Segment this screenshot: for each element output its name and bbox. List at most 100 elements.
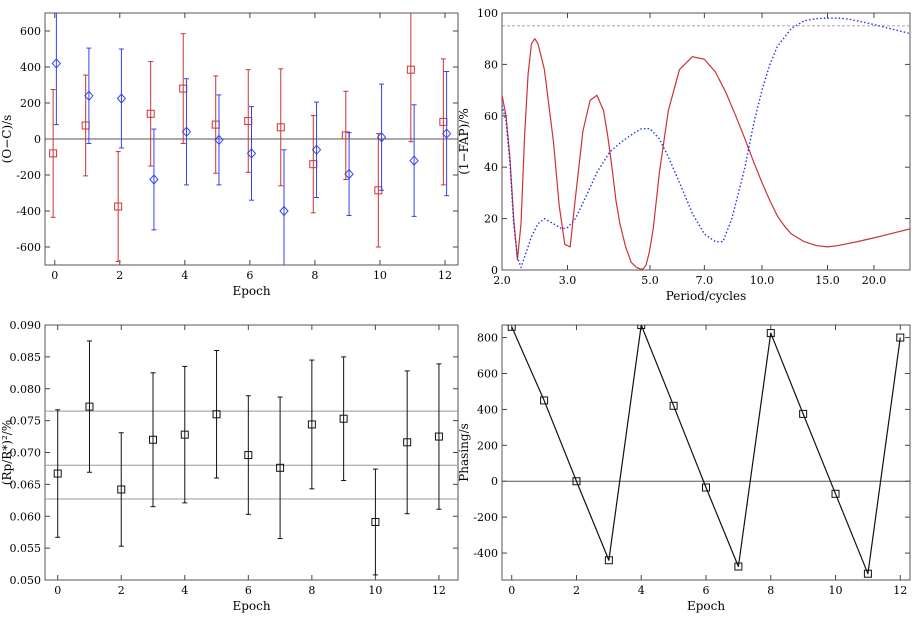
x-tick-label: 6	[245, 584, 252, 597]
y-axis-label: (1−FAP)/%	[457, 108, 471, 175]
y-tick-label: 0	[491, 264, 498, 277]
data-point	[149, 174, 159, 185]
data-point	[344, 168, 354, 180]
x-axis-label: Epoch	[687, 599, 725, 613]
y-tick-label: 80	[484, 58, 498, 71]
data-point	[702, 483, 710, 492]
x-tick-label: 10	[368, 584, 382, 597]
data-point	[540, 396, 549, 405]
data-point	[403, 438, 412, 447]
data-point	[246, 148, 257, 159]
y-tick-label: 0.090	[10, 319, 42, 332]
x-tick-label: 20.0	[862, 274, 887, 287]
series-line-phasing	[511, 325, 901, 575]
x-tick-label: 12	[432, 584, 446, 597]
chart-top-right: 2.0 3.0 5.0 7.0 10.0 15.0 20.0 0 20 40 60 80 100 Peri…	[457, 7, 911, 303]
data-point	[53, 469, 62, 478]
x-tick-label: 2	[118, 584, 125, 597]
data-point	[214, 134, 224, 146]
data-point	[276, 463, 285, 472]
y-tick-label: 600	[20, 25, 41, 38]
data-point	[831, 489, 840, 498]
x-tick-label: 4	[638, 584, 645, 597]
plot-area	[45, 340, 458, 576]
data-point	[604, 556, 613, 565]
data-point	[371, 517, 380, 526]
x-tick-label: 2.0	[493, 274, 511, 287]
y-tick-label: -400	[16, 205, 41, 218]
data-point	[734, 562, 743, 571]
data-point	[244, 451, 253, 460]
data-point	[180, 430, 189, 439]
y-tick-label: -400	[473, 547, 498, 560]
plot-frame	[501, 12, 911, 271]
x-tick-label: 10.0	[750, 274, 775, 287]
series-line-blue-dotted	[502, 17, 910, 269]
x-tick-label: 5.0	[641, 274, 659, 287]
x-tick-label: 7.0	[696, 274, 714, 287]
plot-frame	[501, 324, 911, 581]
y-axis-label: (Rp/R*)²/%	[0, 420, 14, 485]
y-tick-label: 20	[484, 213, 498, 226]
data-point	[863, 569, 872, 578]
data-point	[376, 131, 387, 143]
x-tick-label: 3.0	[559, 274, 577, 287]
data-point	[149, 435, 158, 444]
y-tick-label: -200	[473, 511, 498, 524]
data-point	[572, 477, 581, 486]
data-point	[51, 58, 62, 69]
x-tick-label: 4	[181, 584, 188, 597]
chart-bottom-right: 0 2 4 6 8 10 12 -400 -200 0 200 400 600 800 Epoch Phasi…	[457, 324, 911, 613]
data-point	[307, 420, 316, 429]
data-point	[766, 329, 775, 338]
x-tick-label: 0	[508, 584, 515, 597]
data-point	[276, 123, 285, 132]
data-point	[85, 402, 94, 411]
x-axis-label: Epoch	[232, 599, 270, 613]
x-tick-label: 15.0	[815, 274, 840, 287]
data-point	[669, 401, 678, 410]
plot-area	[45, 13, 458, 265]
x-tick-label: 6	[246, 269, 253, 282]
data-point	[406, 65, 415, 74]
x-tick-label: 0	[51, 269, 58, 282]
data-point	[507, 325, 516, 331]
x-tick-label: 2	[116, 269, 123, 282]
x-tick-label: 12	[438, 269, 452, 282]
data-point	[114, 202, 123, 211]
y-tick-label: 200	[477, 439, 498, 452]
y-tick-label: 40	[484, 161, 498, 174]
x-tick-label: 8	[311, 269, 318, 282]
data-point	[896, 333, 905, 342]
y-tick-label: 0.075	[10, 415, 42, 428]
x-tick-label: 8	[767, 584, 774, 597]
x-tick-label: 8	[308, 584, 315, 597]
y-tick-label: 0.070	[10, 447, 42, 460]
data-point	[146, 109, 155, 118]
data-point	[311, 144, 322, 156]
plot-frame	[44, 324, 459, 581]
x-tick-label: 10	[373, 269, 387, 282]
y-tick-label: 0.050	[10, 574, 42, 587]
x-tick-label: 0	[54, 584, 61, 597]
y-tick-label: 0.065	[10, 478, 42, 491]
y-tick-label: 600	[477, 367, 498, 380]
y-tick-label: 100	[477, 7, 498, 20]
y-axis-label: (O−C)/s	[0, 115, 14, 164]
y-tick-label: 400	[477, 403, 498, 416]
data-point	[637, 325, 646, 329]
data-point	[441, 128, 452, 139]
y-tick-label: 0.080	[10, 383, 42, 396]
x-tick-label: 6	[703, 584, 710, 597]
y-tick-label: 0.055	[10, 542, 42, 555]
y-tick-label: 0.085	[10, 351, 42, 364]
y-tick-label: 200	[20, 97, 41, 110]
y-tick-label: 0	[491, 475, 498, 488]
y-tick-label: -600	[16, 241, 41, 254]
y-tick-label: -200	[16, 169, 41, 182]
y-axis-label: Phasing/s	[457, 423, 471, 482]
y-tick-label: 400	[20, 61, 41, 74]
x-tick-label: 12	[893, 584, 907, 597]
x-axis-label: Period/cycles	[666, 289, 746, 303]
